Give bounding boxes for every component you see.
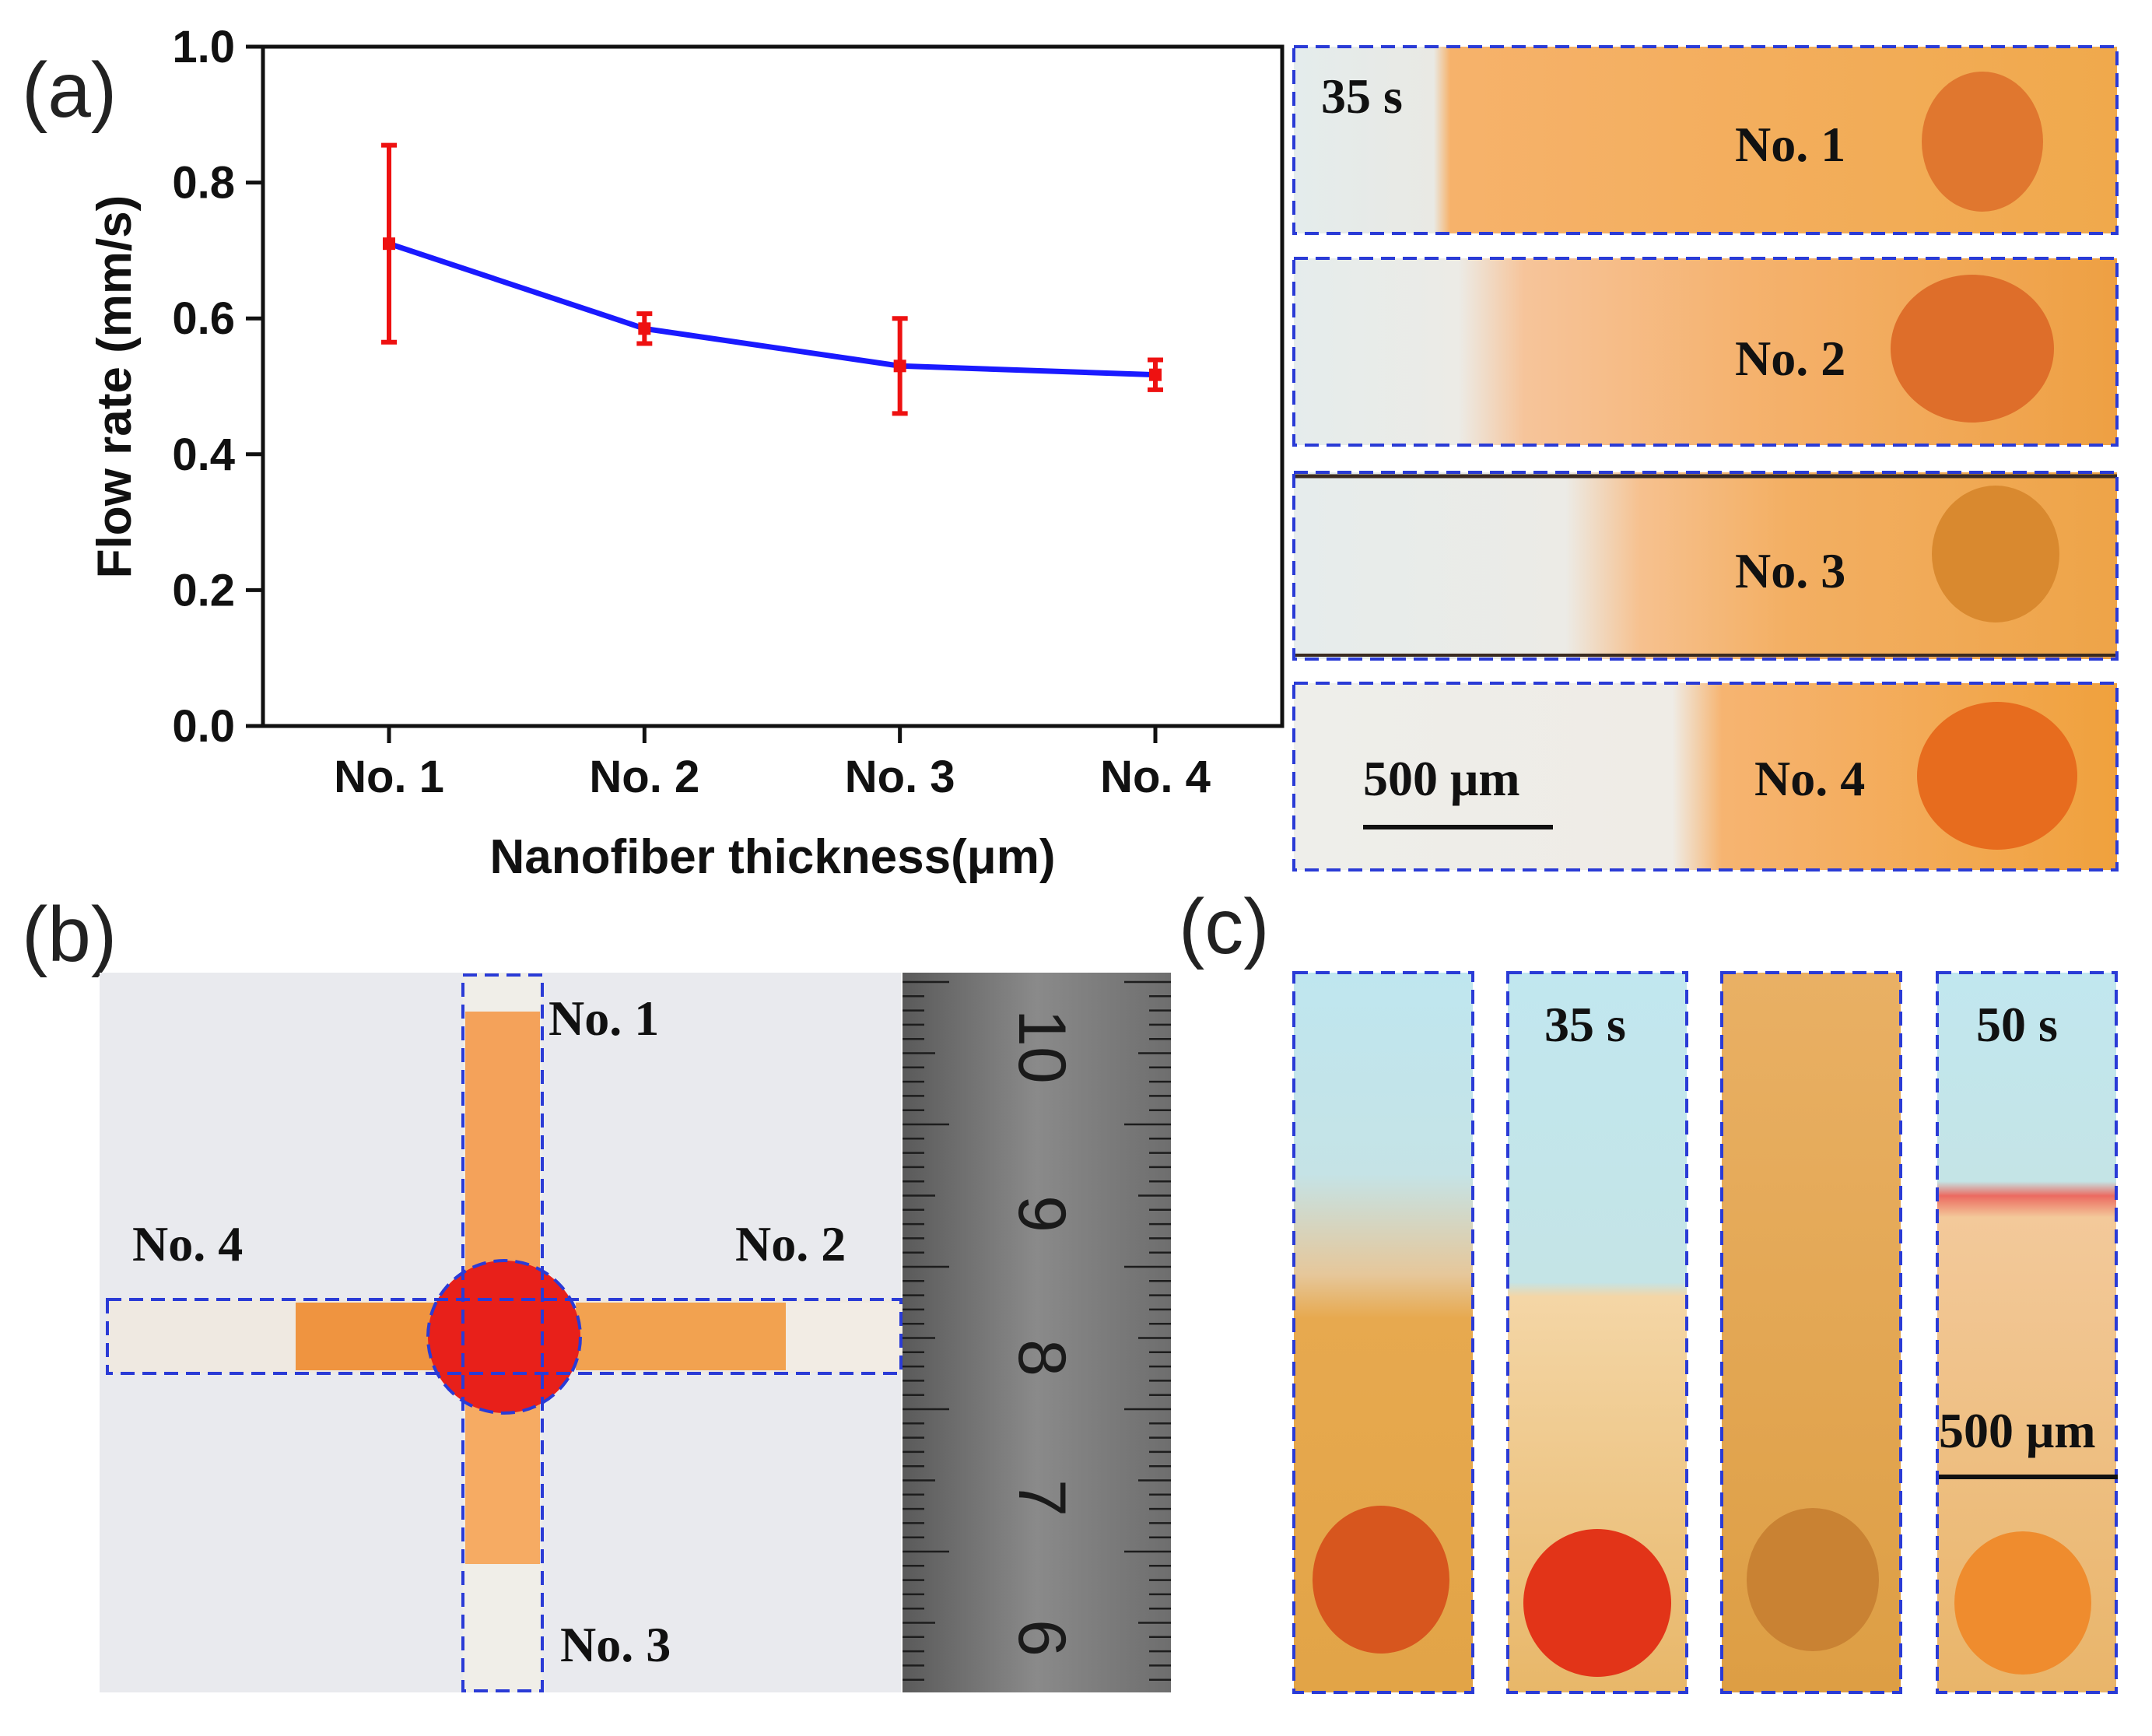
drop-spot bbox=[1747, 1508, 1879, 1651]
panel-label-c: (c) bbox=[1179, 883, 1270, 970]
y-tick-label: 0.2 bbox=[172, 565, 235, 615]
data-point bbox=[638, 322, 651, 335]
panel-label-a: (a) bbox=[22, 47, 117, 134]
ruler-number-10: 10 bbox=[1004, 1009, 1079, 1084]
scale-bar-label: 500 μm bbox=[1363, 751, 1520, 806]
time-label-50s: 50 s bbox=[1976, 997, 2058, 1052]
strip-time-label: 35 s bbox=[1321, 68, 1403, 124]
series-line bbox=[387, 240, 1156, 378]
ruler-number-6: 6 bbox=[1004, 1619, 1079, 1657]
data-point bbox=[893, 359, 906, 373]
x-tick-label: No. 1 bbox=[334, 752, 444, 802]
strip-no3: No. 3 bbox=[1292, 471, 2119, 661]
vertical-strip-3 bbox=[1720, 971, 1902, 1694]
panel-label-b: (b) bbox=[22, 891, 117, 978]
arm-label-no3: No. 3 bbox=[560, 1617, 671, 1672]
y-axis-ticks: 0.0 0.2 0.4 0.6 0.8 1.0 bbox=[172, 22, 263, 752]
strip-label-no2: No. 2 bbox=[1735, 331, 1845, 386]
ruler-number-7: 7 bbox=[1004, 1479, 1079, 1517]
ruler-number-9: 9 bbox=[1004, 1195, 1079, 1233]
arm-label-no2: No. 2 bbox=[735, 1216, 846, 1271]
scale-bar-label-c: 500 μm bbox=[1939, 1403, 2096, 1458]
vertical-strip-4: 50 s 500 μm bbox=[1936, 971, 2118, 1694]
y-axis-title: Flow rate (mm/s) bbox=[88, 195, 142, 579]
drop-spot bbox=[1954, 1531, 2091, 1675]
y-tick-label: 0.8 bbox=[172, 158, 235, 209]
panel-b-photo: 10 9 8 7 6 No. 1 No. 2 No. 3 No. 4 bbox=[100, 973, 1171, 1692]
x-tick-label: No. 2 bbox=[589, 752, 699, 802]
data-point bbox=[383, 237, 395, 251]
panel-a-strips: 35 s No. 1 No. 2 No. 3 500 μm No. 4 bbox=[1292, 45, 2119, 872]
data-points bbox=[383, 237, 1162, 381]
drop-spot bbox=[1932, 486, 2059, 623]
drop-spot bbox=[1891, 275, 2054, 423]
panel-c-strips: 35 s 50 s 500 μm bbox=[1292, 971, 2118, 1694]
vertical-strip-2: 35 s bbox=[1506, 971, 1688, 1694]
strip-no1: 35 s No. 1 bbox=[1292, 45, 2119, 235]
flow-rate-chart: 0.00.20.40.60.81.0 No. 1 No. 2 No. 3 No. 4 … bbox=[88, 22, 1285, 884]
time-label-35s: 35 s bbox=[1544, 997, 1626, 1052]
y-tick-label: 1.0 bbox=[172, 22, 235, 72]
ruler-number-8: 8 bbox=[1004, 1339, 1079, 1377]
x-tick-label: No. 4 bbox=[1100, 752, 1211, 802]
plot-frame bbox=[261, 44, 1285, 728]
x-axis-title: Nanofiber thickness(μm) bbox=[490, 830, 1056, 884]
ruler: 10 9 8 7 6 bbox=[903, 973, 1171, 1692]
x-tick-label: No. 3 bbox=[845, 752, 955, 802]
drop-spot bbox=[1313, 1506, 1449, 1654]
y-tick-label: 0.4 bbox=[172, 430, 235, 480]
strip-no4: 500 μm No. 4 bbox=[1292, 682, 2119, 872]
drop-spot bbox=[1523, 1529, 1671, 1677]
strip-label-no4: No. 4 bbox=[1754, 751, 1865, 806]
strip-no2: No. 2 bbox=[1292, 257, 2119, 447]
drop-spot bbox=[1922, 72, 2043, 212]
x-axis-ticks: No. 1 No. 2 No. 3 No. 4 bbox=[334, 726, 1211, 802]
drop-spot bbox=[1917, 702, 2077, 850]
strip-label-no1: No. 1 bbox=[1735, 117, 1845, 172]
y-tick-label: 0.6 bbox=[172, 293, 235, 344]
strip-label-no3: No. 3 bbox=[1735, 543, 1845, 598]
vertical-strip-1 bbox=[1292, 971, 1474, 1694]
data-point bbox=[1149, 368, 1162, 381]
y-tick-label: 0.0 bbox=[172, 701, 235, 752]
arm-label-no4: No. 4 bbox=[132, 1216, 243, 1271]
arm-label-no1: No. 1 bbox=[549, 991, 659, 1046]
